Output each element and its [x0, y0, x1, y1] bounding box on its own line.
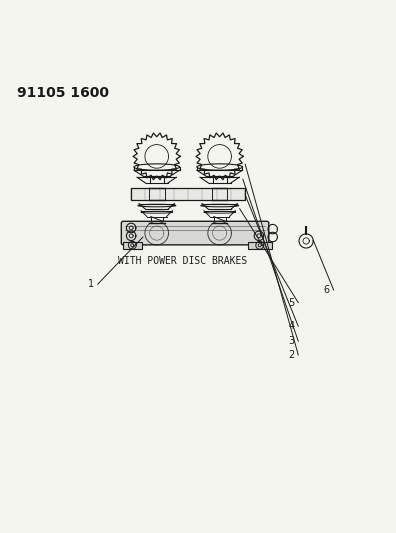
Text: 5: 5: [288, 297, 295, 308]
Text: 1: 1: [88, 279, 94, 289]
Text: 2: 2: [288, 350, 295, 360]
Text: WITH POWER DISC BRAKES: WITH POWER DISC BRAKES: [118, 256, 247, 265]
Bar: [122, 242, 142, 249]
Bar: [131, 188, 245, 200]
Text: 6: 6: [324, 285, 330, 295]
Text: 3: 3: [288, 336, 295, 346]
Bar: [248, 242, 272, 249]
FancyBboxPatch shape: [121, 221, 269, 245]
Text: 91105 1600: 91105 1600: [17, 86, 109, 101]
Text: 4: 4: [288, 321, 295, 332]
